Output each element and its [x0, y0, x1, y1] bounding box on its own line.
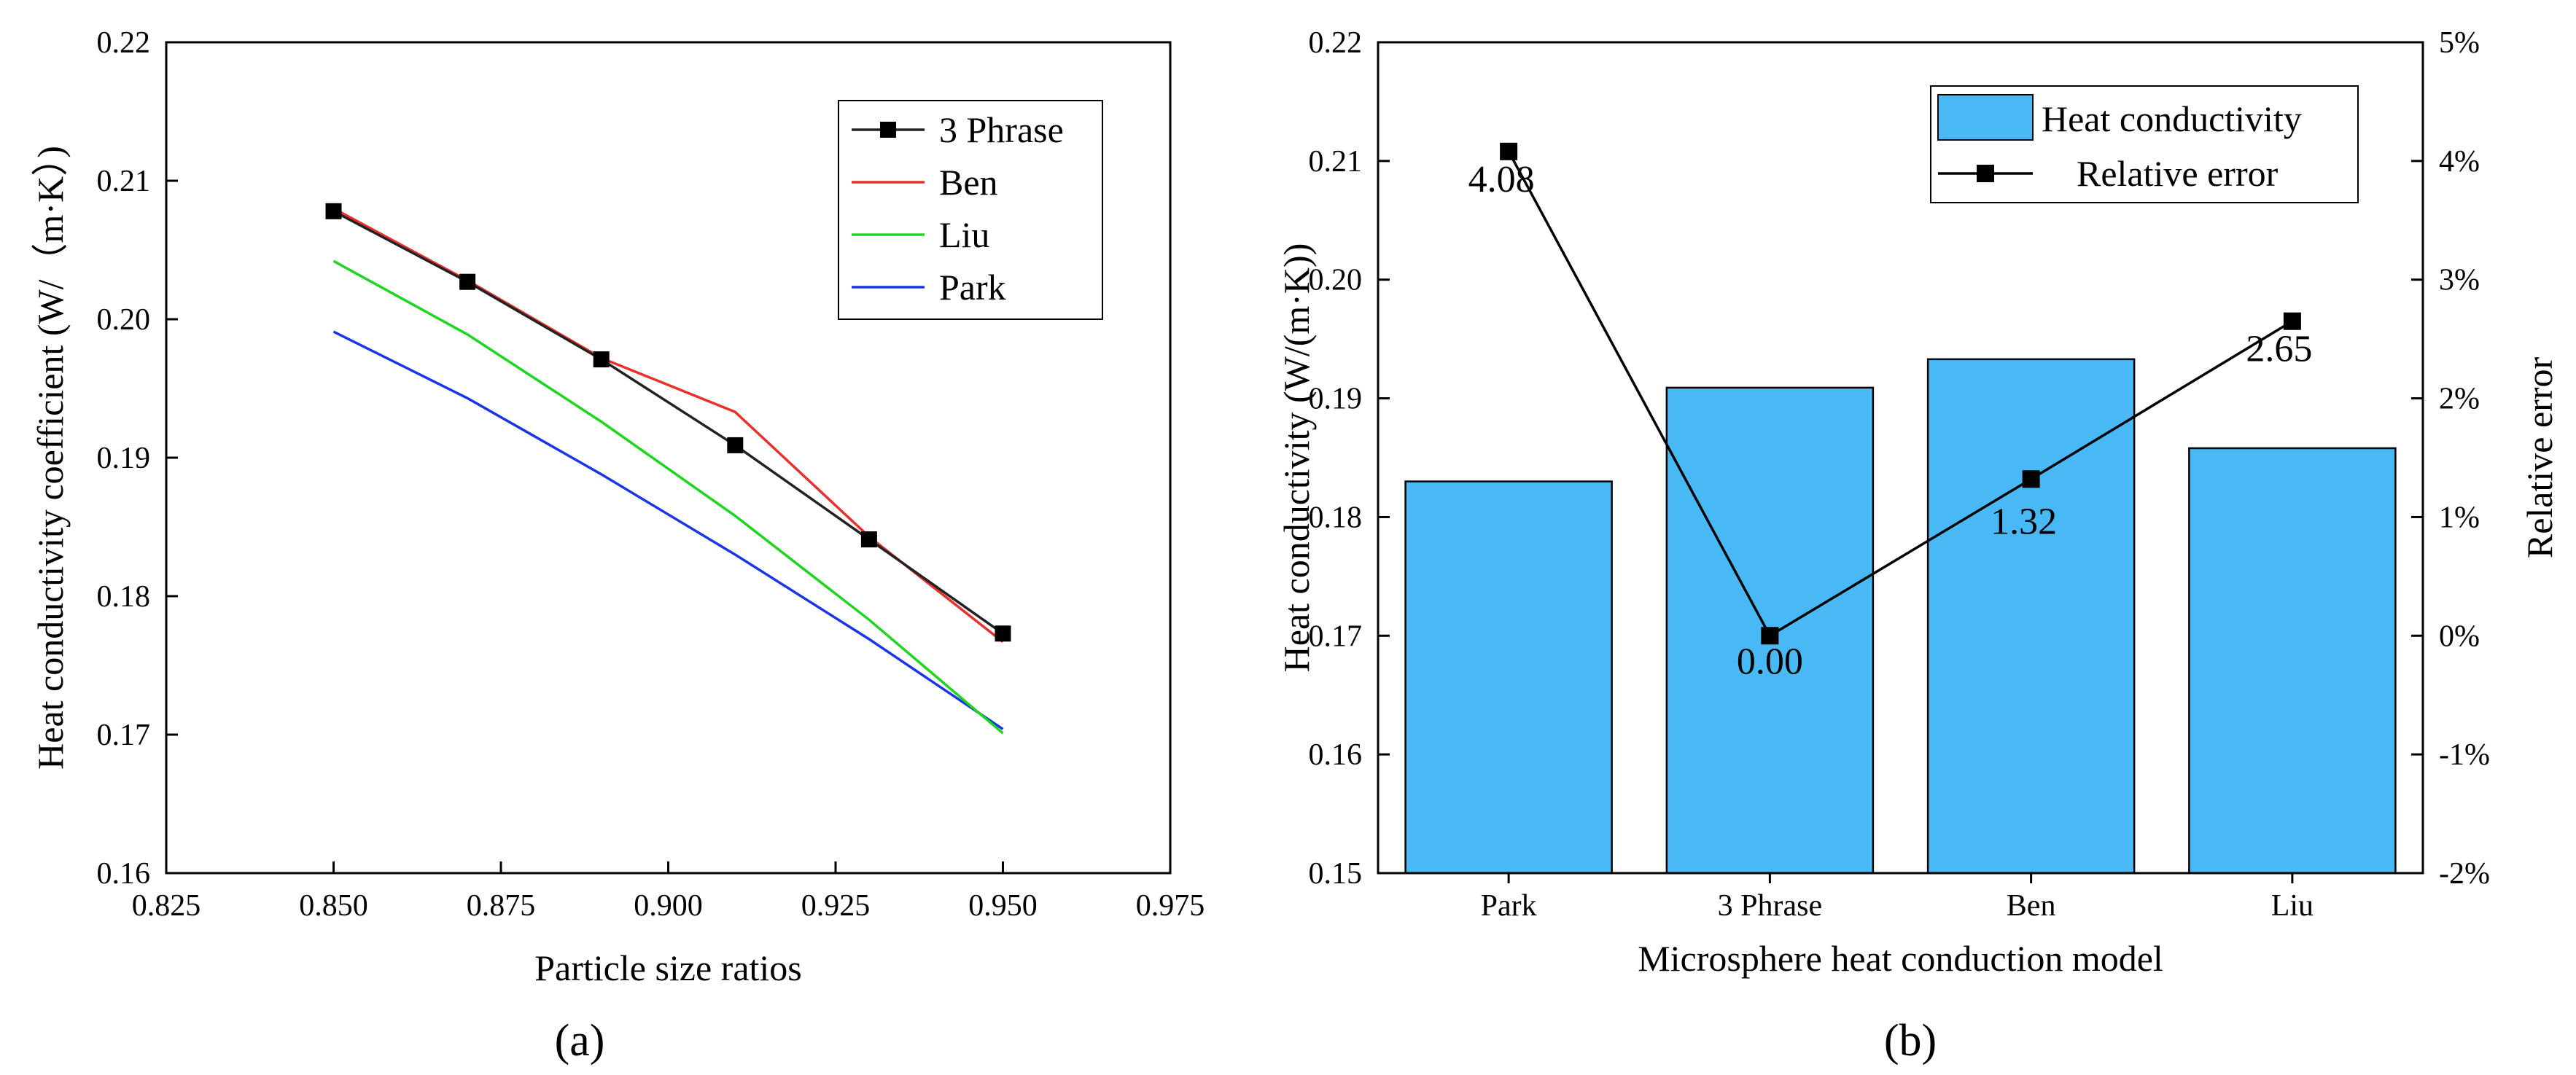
y2-tick-label: 1% [2439, 501, 2480, 534]
legend-box [838, 100, 1103, 320]
y-tick-label: 0.20 [1309, 264, 1363, 297]
y-tick-label: 0.17 [97, 719, 151, 752]
y-tick-label: 0.18 [97, 580, 151, 614]
x-axis-title: Particle size ratios [534, 947, 802, 988]
data-point [459, 273, 476, 290]
x-tick-label: 0.825 [132, 889, 201, 923]
y-axis-title: Heat conductivity coefficient (W/（m·K）) [30, 146, 71, 770]
y-tick-label: 0.20 [97, 303, 151, 337]
y2-tick-label: 2% [2439, 383, 2480, 416]
y-tick-label: 0.22 [1309, 26, 1363, 60]
legend-label: Liu [939, 214, 989, 255]
y2-tick-label: -1% [2439, 738, 2490, 772]
x-category-label: 3 Phrase [1718, 889, 1822, 923]
panel-a-label: (a) [555, 1016, 605, 1066]
plot-frame [1377, 41, 2424, 875]
bar-liu [2188, 447, 2397, 875]
y-tick-label: 0.16 [1309, 738, 1363, 772]
x-tick-label: 0.925 [801, 889, 871, 923]
y2-axis-title: Relative error [2519, 357, 2560, 559]
series-line-liu [332, 259, 1004, 735]
x-category-label: Ben [2007, 889, 2056, 923]
relative-error-point [2022, 470, 2040, 488]
relative-error-label: 0.00 [1737, 641, 1803, 682]
series-line-park [332, 330, 1004, 730]
x-tick-label: 0.975 [1136, 889, 1205, 923]
y2-tick-label: 0% [2439, 619, 2480, 653]
y2-tick-label: 5% [2439, 26, 2480, 60]
relative-error-point [2283, 312, 2301, 330]
y-tick-label: 0.17 [1309, 619, 1363, 653]
panel-b-bar-chart: 0.15 0.16 0.17 0.18 0.19 0.20 0.21 0.22 -2% -1% 0%… [1276, 26, 2560, 979]
legend-marker [880, 122, 896, 138]
bar-ben [1926, 358, 2136, 875]
y2-tick-label: 4% [2439, 145, 2480, 179]
data-point [995, 625, 1011, 642]
x-tick-label: 0.875 [467, 889, 536, 923]
data-point [860, 531, 877, 548]
y-tick-label: 0.15 [1309, 857, 1363, 891]
y-tick-label: 0.18 [1309, 501, 1363, 534]
relative-error-line [1507, 150, 2293, 638]
y-tick-label: 0.22 [97, 26, 151, 60]
y-tick-label: 0.19 [97, 442, 151, 475]
y2-tick-label: -2% [2439, 857, 2490, 891]
legend-label: Park [939, 267, 1006, 308]
legend-label: Heat conductivity [2042, 98, 2302, 139]
legend-label: 3 Phrase [939, 109, 1064, 150]
legend-label: Relative error [2077, 153, 2279, 194]
y-tick-label: 0.21 [1309, 145, 1363, 179]
legend-label: Ben [939, 162, 998, 203]
panel-a-line-chart: 0.825 0.850 0.875 0.900 0.925 0.950 0.975 0.16 0… [30, 26, 1205, 988]
relative-error-label: 1.32 [1991, 501, 2057, 542]
data-point [325, 203, 342, 219]
data-point [593, 351, 610, 368]
x-category-label: Park [1481, 889, 1537, 923]
bar-park [1404, 480, 1613, 875]
relative-error-label: 2.65 [2246, 329, 2312, 370]
y-axis-title: Heat conductivity (W/(m·K)) [1276, 243, 1317, 673]
panel-b-label: (b) [1884, 1016, 1937, 1066]
legend-marker [1977, 165, 1994, 182]
x-category-label: Liu [2271, 889, 2314, 923]
x-tick-label: 0.950 [968, 889, 1038, 923]
y-tick-label: 0.19 [1309, 383, 1363, 416]
legend-swatch-bar [1937, 94, 2034, 141]
y-tick-label: 0.16 [97, 857, 151, 891]
series-line-3-phrase [332, 210, 1004, 635]
relative-error-point [1500, 142, 1518, 160]
x-tick-label: 0.850 [299, 889, 368, 923]
data-point [727, 437, 744, 453]
y-tick-label: 0.21 [97, 165, 151, 198]
relative-error-point [1761, 627, 1779, 645]
x-axis-title: Microsphere heat conduction model [1638, 938, 2163, 979]
relative-error-label: 4.08 [1468, 159, 1535, 200]
x-tick-label: 0.900 [634, 889, 703, 923]
y2-tick-label: 3% [2439, 264, 2480, 297]
